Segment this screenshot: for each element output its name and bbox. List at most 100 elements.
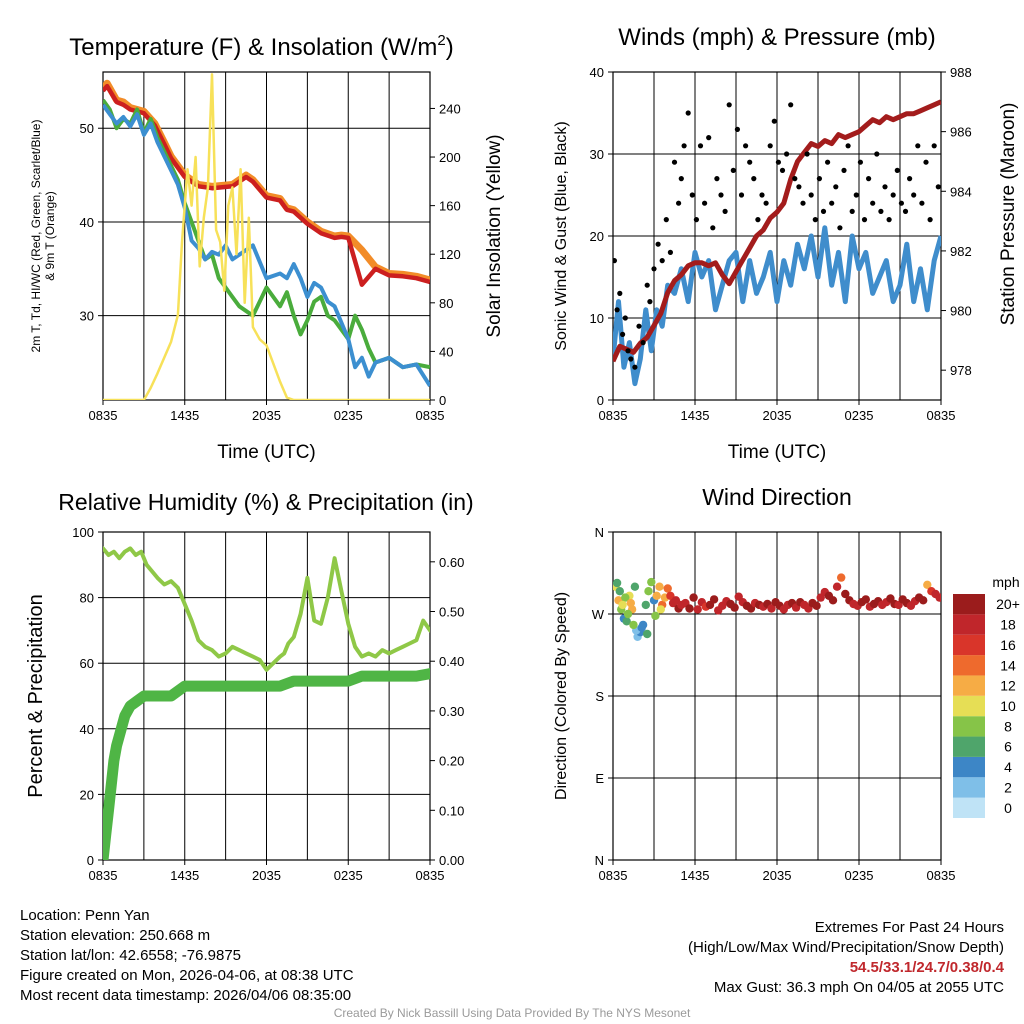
credit-text: Created By Nick Bassill Using Data Provi… bbox=[333, 1006, 691, 1020]
wind-gust-point bbox=[734, 126, 741, 132]
wind-y2label: Station Pressure (Maroon) bbox=[998, 103, 1019, 326]
wind-gust-point bbox=[614, 307, 620, 313]
wind-series-gust bbox=[613, 102, 941, 370]
wdir-point bbox=[623, 609, 633, 619]
wind-gust-point bbox=[882, 184, 888, 190]
wdir-ytick-label: S bbox=[595, 689, 604, 704]
wind-gust-point bbox=[861, 217, 868, 223]
location-text: Location: Penn Yan bbox=[20, 907, 150, 924]
temp-series-2m-t bbox=[103, 83, 430, 287]
wind-gust-point bbox=[829, 200, 835, 206]
wdir-point bbox=[613, 578, 622, 588]
wind-gust-point bbox=[927, 217, 933, 223]
wind-gust-point bbox=[837, 225, 843, 231]
wind-gust-point bbox=[714, 176, 720, 182]
wdir-point bbox=[923, 580, 932, 589]
wind-gust-point bbox=[878, 208, 884, 214]
wind-y2tick-label: 986 bbox=[950, 125, 972, 140]
wdir-point bbox=[919, 596, 928, 605]
wdir-point bbox=[615, 587, 624, 596]
wdir-ytick-label: N bbox=[595, 525, 604, 540]
wind-gust-point bbox=[792, 176, 798, 182]
wind-xtick-label: 0835 bbox=[599, 408, 628, 423]
extremes-info: Extremes For Past 24 Hours (High/Low/Max… bbox=[688, 918, 1004, 998]
wind-gust-point bbox=[671, 159, 678, 165]
wdir-point bbox=[630, 582, 640, 591]
colorbar-swatch bbox=[953, 594, 985, 615]
colorbar-label: 12 bbox=[1000, 678, 1016, 694]
wind-gust-point bbox=[898, 200, 905, 206]
wdir-frame bbox=[612, 531, 942, 861]
wdir-point bbox=[622, 617, 631, 626]
wind-gust-point bbox=[613, 258, 617, 264]
colorbar-swatch bbox=[953, 736, 985, 757]
wind-y2tick-label: 980 bbox=[950, 304, 972, 319]
wind-gust-point bbox=[763, 200, 769, 206]
wdir-point bbox=[861, 595, 870, 604]
wind-y2tick-label: 978 bbox=[950, 363, 972, 378]
wind-gust-point bbox=[804, 151, 810, 157]
wdir-point bbox=[641, 600, 650, 610]
wdir-point bbox=[652, 591, 661, 600]
wdir-point bbox=[828, 596, 838, 605]
colorbar-swatch bbox=[953, 716, 985, 737]
wind-gust-point bbox=[894, 167, 900, 173]
colorbar-label: 0 bbox=[1004, 800, 1012, 816]
wind-gust-point bbox=[759, 192, 765, 198]
latlon-text: Station lat/lon: 42.6558; -76.9875 bbox=[20, 947, 242, 964]
rh-ytick-label: 60 bbox=[80, 656, 94, 671]
rh-y2tick-label: 0.60 bbox=[439, 555, 464, 570]
colorbar-swatch bbox=[953, 655, 985, 676]
rh-y2tick-label: 0.30 bbox=[439, 704, 464, 719]
wind-gust-point bbox=[722, 208, 728, 214]
rh-series-precipitation bbox=[103, 668, 430, 860]
wind-y2tick-label: 982 bbox=[950, 244, 972, 259]
created-text: Figure created on Mon, 2026-04-06, at 08… bbox=[20, 967, 354, 984]
temp-xlabel: Time (UTC) bbox=[217, 442, 316, 463]
rh-series-relative-humidity bbox=[103, 546, 430, 672]
wind-gust-point bbox=[853, 192, 859, 198]
wdir-xtick-label: 1435 bbox=[681, 868, 710, 883]
wdir-xtick-label: 0835 bbox=[927, 868, 956, 883]
wdir-point bbox=[618, 600, 627, 610]
colorbar-label: 6 bbox=[1004, 739, 1012, 755]
wind-gust-point bbox=[710, 225, 716, 231]
wind-gust-point bbox=[866, 176, 872, 182]
colorbar-swatch bbox=[953, 614, 985, 635]
wdir-ytick-label: E bbox=[595, 771, 604, 786]
colorbar-label: 10 bbox=[1000, 698, 1016, 714]
wind-gust-point bbox=[644, 282, 650, 288]
wind-ytick-label: 10 bbox=[590, 311, 604, 326]
wind-gust-point bbox=[890, 192, 896, 198]
wind-gust-point bbox=[788, 102, 794, 108]
wind-gust-point bbox=[689, 192, 695, 198]
rh-y2tick-label: 0.20 bbox=[439, 754, 464, 769]
rh-xtick-label: 1435 bbox=[170, 868, 199, 883]
wdir-point bbox=[644, 587, 653, 596]
wind-ylabel: Sonic Wind & Gust (Blue, Black) bbox=[553, 121, 570, 350]
wdir-point bbox=[841, 589, 850, 599]
temp-series-solar-insolation bbox=[103, 73, 430, 400]
colorbar-swatch bbox=[953, 695, 985, 717]
temp-title-sup: 2 bbox=[437, 32, 445, 49]
rh-ytick-label: 40 bbox=[80, 722, 94, 737]
wind-gust-point bbox=[678, 176, 684, 182]
colorbar-label: 4 bbox=[1004, 759, 1012, 775]
wdir-point bbox=[647, 577, 656, 587]
extremes-subheading: (High/Low/Max Wind/Precipitation/Snow De… bbox=[688, 939, 1004, 956]
temp-xtick-label: 0235 bbox=[334, 408, 363, 423]
rh-xtick-label: 0835 bbox=[89, 868, 118, 883]
colorbar-label: 14 bbox=[1000, 657, 1016, 673]
wdir-ylabel: Direction (Colored By Speed) bbox=[553, 592, 570, 800]
temp-y2tick-label: 0 bbox=[439, 393, 446, 408]
wind-gust-point bbox=[919, 200, 925, 206]
wind-gust-point bbox=[663, 217, 669, 223]
wind-gust-point bbox=[784, 151, 790, 157]
wind-xtick-label: 2035 bbox=[763, 408, 792, 423]
wdir-point bbox=[935, 593, 941, 602]
wind-gust-point bbox=[747, 159, 753, 165]
temp-xtick-label: 2035 bbox=[252, 408, 281, 423]
temp-ytick-label: 50 bbox=[80, 121, 94, 136]
wind-gust-point bbox=[726, 102, 732, 108]
wdir-point bbox=[685, 604, 694, 613]
